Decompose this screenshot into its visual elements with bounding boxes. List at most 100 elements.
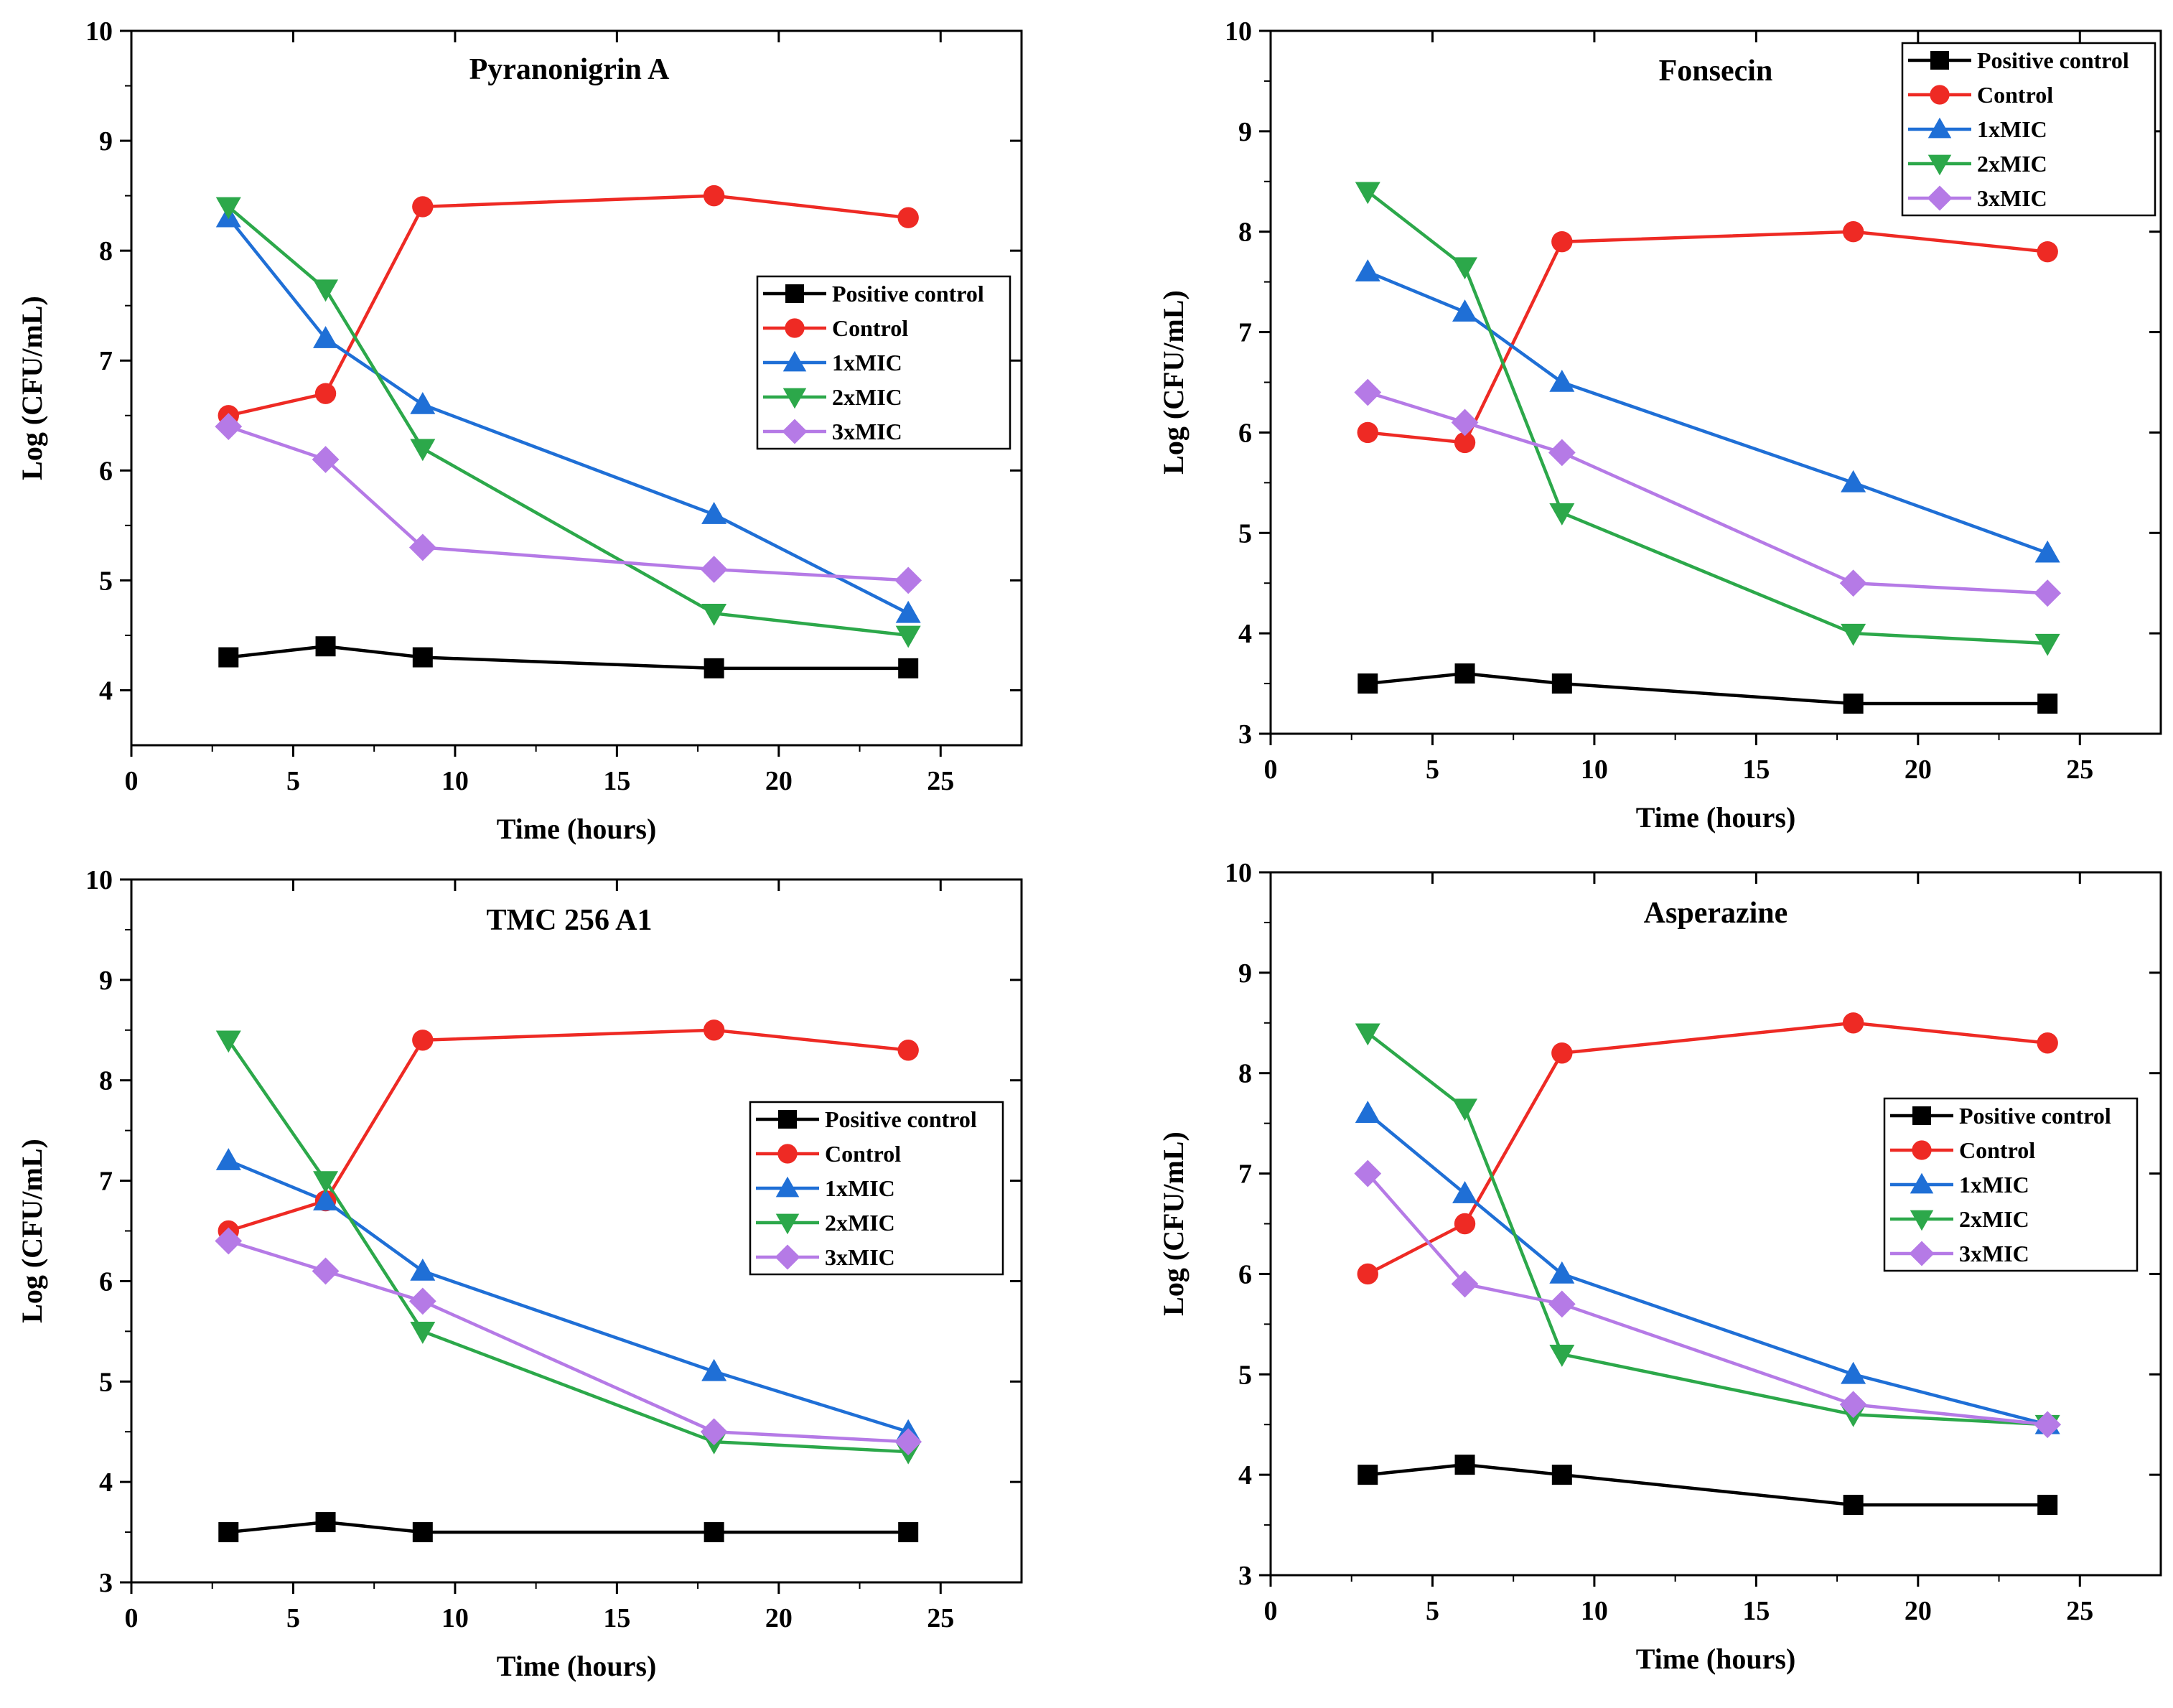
data-point-3xmic — [700, 556, 728, 583]
chart-title: Asperazine — [1644, 897, 1788, 930]
data-point-positive-control — [898, 658, 919, 678]
y-tick-label: 7 — [1238, 1159, 1252, 1190]
data-point-positive-control — [1843, 694, 1864, 714]
data-point-3xmic — [408, 533, 436, 561]
y-tick-label: 3 — [99, 1568, 113, 1598]
x-tick-label: 10 — [1581, 1596, 1608, 1626]
legend-marker — [775, 1244, 800, 1270]
data-point-2xmic — [1355, 1023, 1380, 1046]
data-point-positive-control — [1357, 673, 1378, 694]
y-tick-label: 4 — [1238, 619, 1252, 649]
chart-title: Fonsecin — [1659, 55, 1773, 88]
legend-marker — [785, 318, 805, 338]
y-tick-label: 5 — [99, 1367, 113, 1397]
data-point-3xmic — [1548, 1290, 1576, 1318]
data-point-2xmic — [2034, 633, 2060, 656]
data-point-2xmic — [410, 439, 436, 462]
x-tick-label: 25 — [2066, 755, 2093, 785]
y-tick-label: 6 — [1238, 1259, 1252, 1289]
x-tick-label: 25 — [2066, 1596, 2093, 1626]
chart-panel: 0 5 10 15 20 25 3 4 5 6 7 8 9 10 Time (hours) Log (CFU/… — [1157, 17, 2162, 834]
x-tick-label: 10 — [1581, 755, 1608, 785]
y-tick-label: 9 — [99, 966, 113, 996]
legend-marker — [778, 1110, 797, 1129]
data-point-3xmic — [700, 1418, 728, 1446]
data-point-3xmic — [1451, 1270, 1479, 1298]
x-tick-label: 15 — [1742, 755, 1770, 785]
data-point-1xmic — [1355, 1101, 1380, 1123]
legend-marker — [775, 1213, 800, 1235]
legend-label: 1xMIC — [832, 350, 902, 375]
y-tick-label: 7 — [99, 1167, 113, 1197]
data-point-control — [703, 1019, 725, 1041]
legend-label: 2xMIC — [1977, 151, 2047, 177]
legend-marker — [782, 419, 808, 444]
data-point-positive-control — [898, 1522, 919, 1543]
legend-label: Positive control — [832, 281, 984, 307]
data-point-1xmic — [1841, 1361, 1866, 1384]
data-point-positive-control — [1454, 663, 1475, 684]
data-point-1xmic — [1355, 259, 1380, 281]
y-tick-label: 6 — [99, 1266, 113, 1297]
data-point-3xmic — [408, 1287, 436, 1315]
chart-panel: 0 5 10 15 20 25 3 4 5 6 7 8 9 10 Time (hours) Log (CFU/… — [1157, 858, 2162, 1675]
data-point-1xmic — [1549, 370, 1575, 392]
data-point-3xmic — [215, 413, 243, 440]
x-tick-label: 5 — [286, 766, 300, 796]
y-axis-label: Log (CFU/mL) — [16, 1139, 48, 1323]
x-tick-label: 0 — [1264, 755, 1278, 785]
legend-marker — [1912, 1140, 1932, 1160]
legend-marker — [1910, 1172, 1934, 1194]
data-point-1xmic — [1549, 1261, 1575, 1284]
legend-label: Positive control — [1977, 47, 2129, 73]
x-tick-label: 20 — [765, 1603, 793, 1633]
data-point-2xmic — [1355, 182, 1380, 205]
legend-marker — [775, 1176, 800, 1198]
x-axis-label: Time (hours) — [1636, 801, 1796, 834]
data-point-3xmic — [2034, 1411, 2062, 1439]
data-point-control — [1357, 1263, 1378, 1285]
y-tick-label: 6 — [99, 456, 113, 486]
data-point-control — [1551, 231, 1573, 253]
data-point-3xmic — [1839, 569, 1867, 597]
data-point-1xmic — [1452, 299, 1478, 322]
x-tick-label: 25 — [927, 1603, 954, 1633]
data-point-control — [1551, 1042, 1573, 1064]
data-point-3xmic — [312, 1257, 340, 1285]
legend-label: 1xMIC — [1977, 116, 2047, 142]
data-point-3xmic — [1354, 378, 1382, 406]
x-tick-label: 15 — [603, 1603, 630, 1633]
legend-label: Control — [1959, 1137, 2035, 1163]
data-point-control — [1454, 431, 1476, 454]
data-point-2xmic — [313, 1171, 339, 1194]
legend-marker — [785, 284, 804, 303]
y-tick-label: 8 — [1238, 218, 1252, 248]
legend-label: Control — [825, 1141, 901, 1167]
x-axis-label: Time (hours) — [1636, 1643, 1796, 1675]
y-tick-label: 8 — [1238, 1059, 1252, 1089]
y-axis-label: Log (CFU/mL) — [1157, 1131, 1190, 1316]
y-tick-label: 9 — [1238, 958, 1252, 989]
data-point-3xmic — [1839, 1391, 1867, 1419]
y-tick-label: 10 — [85, 17, 113, 47]
data-point-1xmic — [2034, 540, 2060, 563]
y-axis-label: Log (CFU/mL) — [1157, 290, 1190, 475]
legend-marker — [1912, 1106, 1931, 1125]
data-point-3xmic — [1451, 409, 1479, 437]
data-point-positive-control — [412, 647, 433, 668]
y-axis-label: Log (CFU/mL) — [16, 296, 48, 480]
chart-title: Pyranonigrin A — [469, 53, 670, 86]
legend: Positive control Control 1xMIC 2xMIC 3xMIC — [1901, 42, 2156, 217]
data-point-2xmic — [313, 279, 339, 302]
y-tick-label: 3 — [1238, 1561, 1252, 1591]
y-tick-label: 9 — [99, 126, 113, 157]
x-tick-label: 25 — [927, 766, 954, 796]
legend-label: 3xMIC — [1959, 1241, 2029, 1266]
x-tick-label: 0 — [125, 766, 139, 796]
y-tick-label: 5 — [99, 566, 113, 596]
data-point-1xmic — [701, 502, 727, 524]
data-point-2xmic — [215, 197, 241, 220]
legend: Positive control Control 1xMIC 2xMIC 3xMIC — [1883, 1097, 2139, 1272]
